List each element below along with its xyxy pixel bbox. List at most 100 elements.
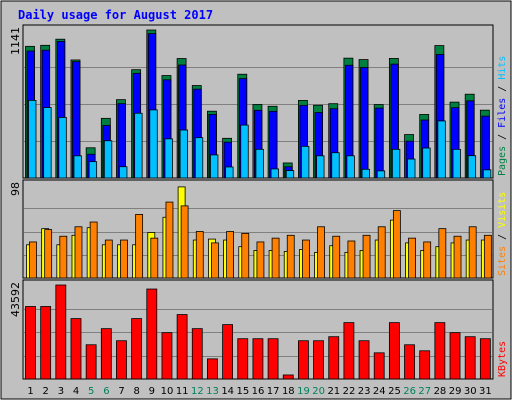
bar-pages-day-10 — [164, 138, 173, 179]
x-tick-label-day-25: 25 — [388, 386, 401, 397]
bar-pages-day-3 — [58, 117, 67, 179]
bar-sites-day-30 — [468, 226, 477, 279]
bar-pages-day-23 — [361, 168, 370, 179]
bar-pages-day-29 — [452, 148, 461, 179]
bar-kbytes-day-6 — [100, 328, 112, 380]
bar-pages-day-9 — [149, 109, 158, 179]
x-tick-label-day-29: 29 — [449, 386, 462, 397]
bar-pages-day-16 — [255, 148, 264, 179]
bar-sites-day-10 — [165, 201, 174, 279]
bar-pages-day-20 — [316, 155, 325, 179]
x-tick-label-day-12: 12 — [191, 386, 204, 397]
bar-kbytes-day-31 — [479, 338, 491, 380]
legend-part: Sites — [497, 246, 508, 276]
bar-sites-day-12 — [195, 231, 204, 279]
bar-pages-day-28 — [437, 120, 446, 179]
x-tick-label-day-5: 5 — [88, 386, 94, 397]
bar-sites-day-21 — [332, 235, 341, 279]
bar-files-day-31 — [481, 115, 490, 179]
bar-pages-day-4 — [73, 155, 82, 179]
bar-kbytes-day-24 — [373, 352, 385, 380]
bar-sites-day-28 — [438, 228, 447, 279]
bar-kbytes-day-8 — [131, 318, 143, 380]
legend-part: / — [497, 228, 508, 246]
x-tick-label-day-14: 14 — [221, 386, 234, 397]
bar-kbytes-day-19 — [297, 340, 309, 380]
bar-files-day-24 — [375, 107, 384, 179]
bar-kbytes-day-2 — [40, 306, 52, 380]
bar-kbytes-day-15 — [237, 338, 249, 380]
bar-sites-day-11 — [180, 205, 189, 279]
bar-pages-day-8 — [134, 112, 143, 179]
x-tick-label-day-6: 6 — [103, 386, 109, 397]
bar-kbytes-day-4 — [70, 318, 82, 380]
x-tick-label-day-28: 28 — [434, 386, 447, 397]
bar-kbytes-day-21 — [328, 336, 340, 380]
bar-pages-day-27 — [422, 147, 431, 179]
chart-panels: 1141 Pages / Files / Hits 98 Sites / Visits… — [9, 24, 508, 380]
bar-kbytes-day-12 — [191, 328, 203, 380]
x-tick-label-day-21: 21 — [327, 386, 340, 397]
bar-sites-day-25 — [392, 210, 401, 279]
panel-hits-legend-label: Pages / Files / Hits — [497, 56, 508, 176]
legend-part: / — [497, 80, 508, 98]
bar-sites-day-29 — [453, 235, 462, 279]
bar-sites-day-4 — [74, 226, 83, 279]
legend-part: KBytes — [497, 341, 508, 377]
bar-sites-day-3 — [59, 235, 68, 279]
bar-kbytes-day-10 — [161, 332, 173, 380]
bar-pages-day-2 — [43, 107, 52, 179]
bar-sites-day-1 — [29, 241, 37, 279]
legend-part: Visits — [497, 192, 508, 228]
bar-pages-day-19 — [300, 145, 310, 179]
panel-hits-max-label: 1141 — [9, 27, 22, 55]
bar-pages-day-17 — [270, 168, 279, 179]
bar-pages-day-24 — [376, 170, 386, 179]
bar-pages-day-25 — [391, 148, 401, 179]
bar-kbytes-day-20 — [313, 340, 324, 380]
bar-sites-day-20 — [317, 226, 325, 279]
bar-sites-day-26 — [408, 237, 416, 279]
x-tick-label-day-11: 11 — [176, 386, 189, 397]
bar-pages-day-31 — [482, 169, 492, 179]
bar-sites-day-5 — [89, 221, 98, 279]
bar-kbytes-day-30 — [464, 336, 476, 380]
bar-kbytes-day-23 — [358, 340, 370, 380]
bar-kbytes-day-3 — [55, 284, 67, 380]
bar-files-day-17 — [269, 110, 278, 179]
panel-visits-legend-label: Sites / Visits — [497, 192, 508, 276]
bar-pages-day-1 — [28, 100, 37, 179]
bar-sites-day-7 — [120, 239, 128, 279]
x-tick-label-day-26: 26 — [403, 386, 416, 397]
bar-pages-day-11 — [179, 129, 189, 179]
bar-sites-day-6 — [104, 239, 113, 279]
bar-pages-day-12 — [194, 137, 204, 179]
chart-title: Daily usage for August 2017 — [18, 8, 213, 22]
x-tick-label-day-20: 20 — [312, 386, 325, 397]
bar-pages-day-13 — [210, 154, 219, 179]
x-tick-label-day-9: 9 — [149, 386, 155, 397]
bar-pages-day-6 — [103, 140, 113, 179]
x-tick-label-day-10: 10 — [161, 386, 174, 397]
legend-part: Files — [497, 98, 508, 128]
x-tick-label-day-16: 16 — [252, 386, 265, 397]
x-tick-label-day-31: 31 — [479, 386, 492, 397]
bar-pages-day-30 — [467, 155, 477, 179]
x-tick-label-day-24: 24 — [373, 386, 386, 397]
panel-hits: 1141 Pages / Files / Hits — [9, 24, 508, 179]
bar-kbytes-day-14 — [222, 324, 234, 380]
panel-visits-max-label: 98 — [9, 182, 22, 196]
x-tick-label-day-15: 15 — [236, 386, 249, 397]
bar-pages-day-18 — [285, 170, 295, 179]
bar-files-day-23 — [360, 67, 369, 179]
bar-kbytes-day-7 — [116, 340, 127, 380]
x-tick-label-day-2: 2 — [43, 386, 49, 397]
bar-kbytes-day-26 — [404, 344, 415, 380]
x-tick-label-day-1: 1 — [27, 386, 33, 397]
x-tick-label-day-3: 3 — [58, 386, 64, 397]
bar-sites-day-31 — [483, 234, 492, 279]
bar-kbytes-day-16 — [252, 338, 264, 380]
x-tick-label-day-8: 8 — [134, 386, 140, 397]
bar-kbytes-day-25 — [388, 322, 400, 380]
